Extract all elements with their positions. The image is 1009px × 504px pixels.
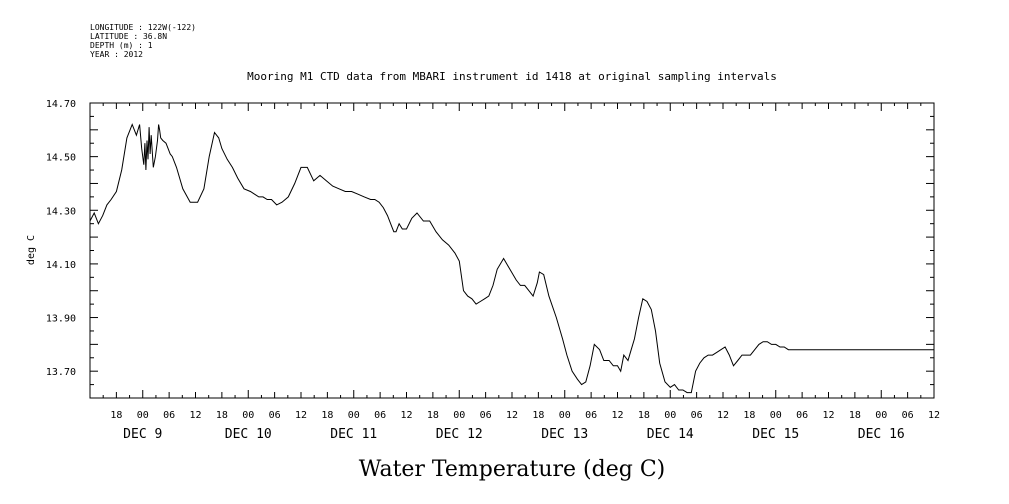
x-hour-label: 12 xyxy=(717,410,729,421)
x-hour-label: 00 xyxy=(453,410,465,421)
y-tick-label: 13.70 xyxy=(46,367,76,378)
y-axis-label: deg C xyxy=(26,235,37,265)
x-hour-label: 06 xyxy=(480,410,492,421)
x-day-label: DEC 13 xyxy=(541,427,588,442)
x-hour-label: 00 xyxy=(559,410,571,421)
x-hour-label: 18 xyxy=(321,410,333,421)
metadata-line: LATITUDE : 36.8N xyxy=(90,32,167,41)
metadata-line: YEAR : 2012 xyxy=(90,50,143,59)
x-axis-title: Water Temperature (deg C) xyxy=(359,457,666,482)
x-hour-label: 06 xyxy=(585,410,597,421)
y-tick-label: 14.10 xyxy=(46,260,76,271)
metadata-line: DEPTH (m) : 1 xyxy=(90,41,153,50)
x-hour-label: 00 xyxy=(348,410,360,421)
x-tick-labels: 18 00 06 12 18 00 06 12 18 00 06 12 18 00 06 12 18 00 06 12… xyxy=(110,410,940,442)
x-day-label: DEC 10 xyxy=(225,427,272,442)
x-hour-label: 18 xyxy=(216,410,228,421)
x-hour-label: 06 xyxy=(691,410,703,421)
y-tick-label: 14.50 xyxy=(46,153,76,164)
x-hour-label: 06 xyxy=(374,410,386,421)
x-hour-label: 12 xyxy=(189,410,201,421)
x-hour-label: 00 xyxy=(875,410,887,421)
y-tick-label: 14.30 xyxy=(46,206,76,217)
x-hour-label: 00 xyxy=(137,410,149,421)
y-tick-label: 14.70 xyxy=(46,99,76,110)
chart-title: Mooring M1 CTD data from MBARI instrumen… xyxy=(247,70,777,83)
metadata-line: LONGITUDE : 122W(-122) xyxy=(90,23,196,32)
temperature-series-line xyxy=(89,123,934,394)
x-hour-label: 12 xyxy=(611,410,623,421)
y-tick-label: 13.90 xyxy=(46,314,76,325)
x-hour-label: 12 xyxy=(822,410,834,421)
plot-frame xyxy=(89,102,935,399)
x-day-label: DEC 16 xyxy=(858,427,905,442)
x-hour-label: 18 xyxy=(427,410,439,421)
x-hour-label: 06 xyxy=(902,410,914,421)
x-hour-label: 18 xyxy=(532,410,544,421)
x-hour-label: 18 xyxy=(849,410,861,421)
x-day-label: DEC 14 xyxy=(647,427,694,442)
x-hour-label: 12 xyxy=(506,410,518,421)
x-day-label: DEC 11 xyxy=(330,427,377,442)
x-hour-label: 18 xyxy=(743,410,755,421)
x-hour-label: 06 xyxy=(163,410,175,421)
y-tick-labels: 13.70 13.90 14.10 14.30 14.50 14.70 xyxy=(46,99,76,378)
x-hour-label: 12 xyxy=(295,410,307,421)
x-hour-label: 00 xyxy=(664,410,676,421)
x-hour-label: 00 xyxy=(242,410,254,421)
x-hour-label: 06 xyxy=(269,410,281,421)
x-hour-label: 06 xyxy=(796,410,808,421)
x-hour-label: 12 xyxy=(928,410,940,421)
axis-ticks xyxy=(89,102,935,399)
x-hour-label: 18 xyxy=(638,410,650,421)
x-day-label: DEC 12 xyxy=(436,427,483,442)
x-hour-label: 00 xyxy=(770,410,782,421)
x-hour-label: 18 xyxy=(110,410,122,421)
metadata-block: LONGITUDE : 122W(-122)LATITUDE : 36.8NDE… xyxy=(90,23,196,59)
x-day-label: DEC 15 xyxy=(752,427,799,442)
x-hour-label: 12 xyxy=(400,410,412,421)
x-day-label: DEC 9 xyxy=(123,427,162,442)
